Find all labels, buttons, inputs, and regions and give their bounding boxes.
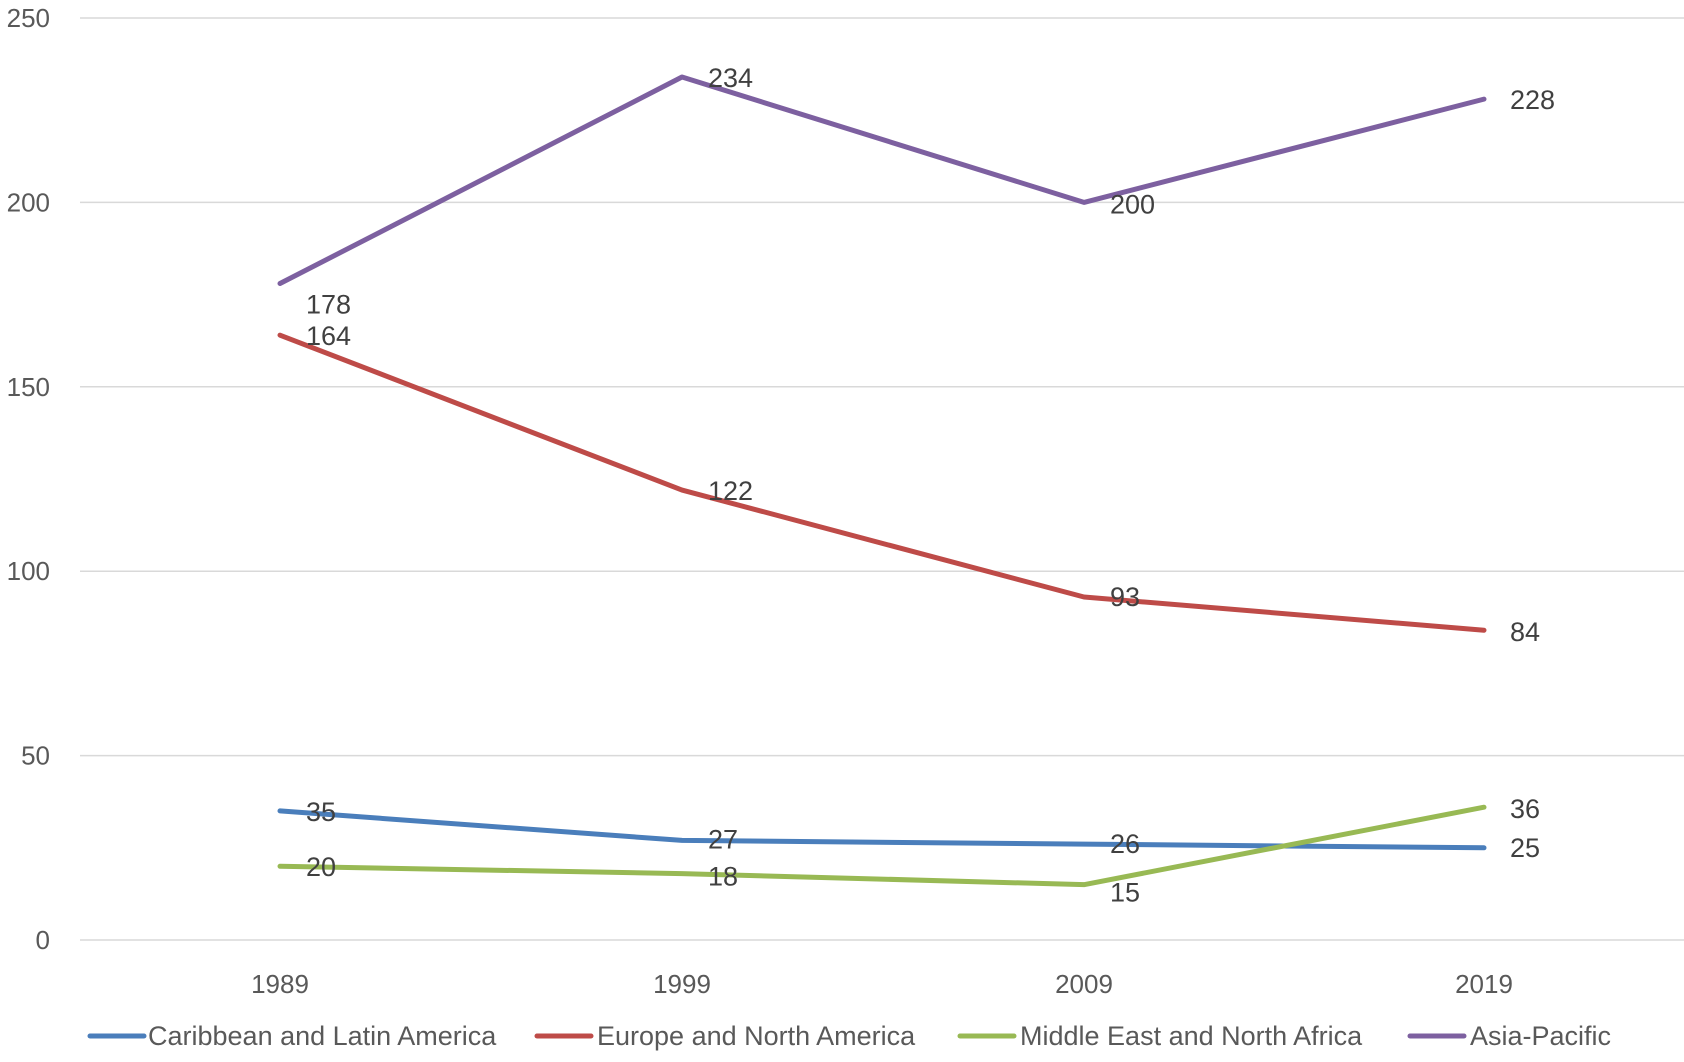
data-label: 164: [306, 321, 351, 351]
legend: Caribbean and Latin America Europe and No…: [87, 1021, 1611, 1051]
legend-label: Europe and North America: [597, 1021, 916, 1051]
data-label: 84: [1510, 617, 1540, 647]
data-label: 35: [306, 797, 336, 827]
series-line-3: [277, 804, 1487, 888]
data-label: 200: [1110, 189, 1155, 219]
x-tick-label: 1999: [653, 969, 711, 999]
data-label: 25: [1510, 833, 1540, 863]
y-tick-label: 100: [7, 556, 50, 586]
data-labels: 35 27 26 25 164 122 93 84 20 18 15 36 178 234 200 228: [306, 63, 1555, 908]
legend-label: Caribbean and Latin America: [148, 1021, 497, 1051]
y-tick-label: 50: [21, 741, 50, 771]
y-tick-label: 150: [7, 372, 50, 402]
y-axis-tick-labels: 0 50 100 150 200 250: [7, 3, 50, 955]
series-line-2: [277, 332, 1487, 633]
x-axis-tick-labels: 1989 1999 2009 2019: [251, 969, 1513, 999]
data-label: 122: [708, 476, 753, 506]
data-label: 18: [708, 862, 738, 892]
y-tick-label: 200: [7, 187, 50, 217]
data-label: 36: [1510, 794, 1540, 824]
data-label: 27: [708, 824, 738, 854]
data-label: 234: [708, 63, 753, 93]
legend-label: Asia-Pacific: [1470, 1021, 1611, 1051]
data-label: 26: [1110, 829, 1140, 859]
x-tick-label: 2009: [1055, 969, 1113, 999]
x-tick-label: 2019: [1455, 969, 1513, 999]
data-label: 228: [1510, 85, 1555, 115]
legend-label: Middle East and North Africa: [1020, 1021, 1363, 1051]
gridlines: [80, 17, 1684, 941]
data-label: 93: [1110, 582, 1140, 612]
series-line-4: [277, 74, 1487, 287]
data-label: 178: [306, 290, 351, 320]
y-tick-label: 250: [7, 3, 50, 33]
y-tick-label: 0: [36, 925, 50, 955]
data-label: 15: [1110, 878, 1140, 908]
x-tick-label: 1989: [251, 969, 309, 999]
series-lines: [277, 74, 1487, 888]
data-label: 20: [306, 852, 336, 882]
